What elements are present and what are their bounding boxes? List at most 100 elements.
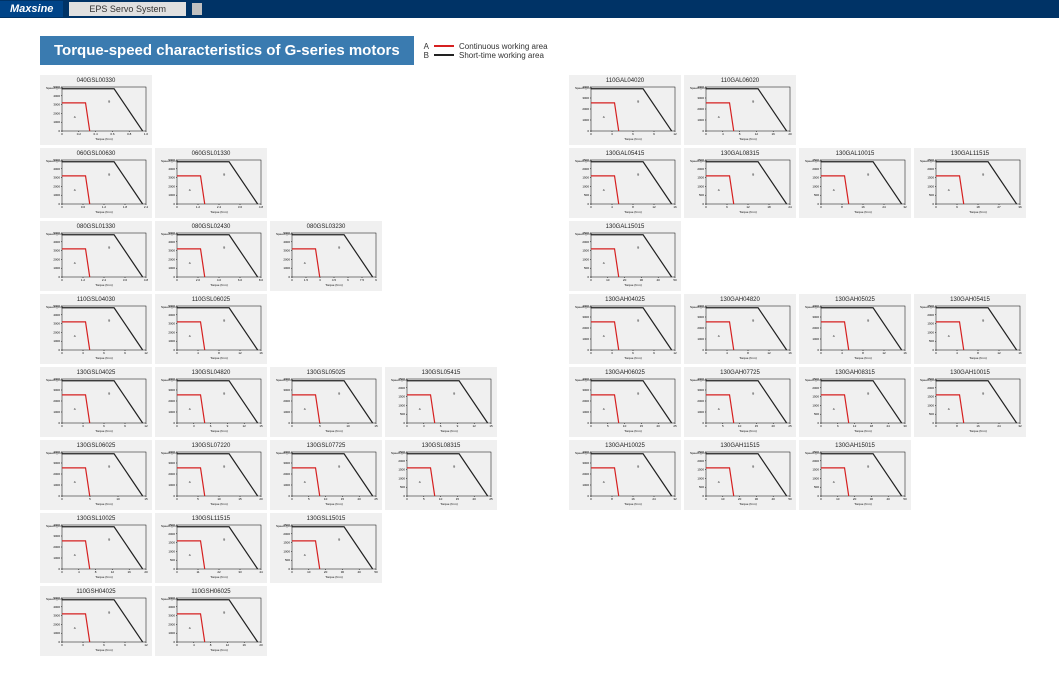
chart-card: 130GAH05415050010001500200025000481216Sp…	[914, 294, 1026, 364]
svg-text:0: 0	[817, 494, 819, 498]
svg-text:5: 5	[423, 497, 425, 501]
chart-card: 110GAL0602001000200030004000048121620Spe…	[684, 75, 796, 145]
svg-text:12: 12	[882, 351, 886, 355]
svg-text:0: 0	[705, 497, 707, 501]
svg-text:0: 0	[173, 567, 175, 571]
svg-text:1500: 1500	[927, 395, 934, 399]
svg-text:1500: 1500	[582, 249, 589, 253]
svg-text:0.6: 0.6	[81, 205, 86, 209]
svg-text:1500: 1500	[582, 176, 589, 180]
svg-text:Torque (N.m): Torque (N.m)	[854, 356, 872, 360]
chart-title: 130GSL05025	[307, 370, 346, 376]
svg-text:6: 6	[210, 424, 212, 428]
svg-text:B: B	[338, 391, 340, 395]
svg-text:Speed (rpm): Speed (rpm)	[46, 597, 63, 601]
chart-title: 130GAL11515	[951, 151, 989, 157]
svg-text:2000: 2000	[283, 399, 290, 403]
svg-text:B: B	[223, 245, 225, 249]
svg-text:1000: 1000	[283, 410, 290, 414]
svg-text:9: 9	[124, 351, 126, 355]
svg-text:Speed (rpm): Speed (rpm)	[46, 524, 63, 528]
svg-text:1.0: 1.0	[144, 132, 148, 136]
svg-text:B: B	[108, 464, 110, 468]
svg-text:10: 10	[606, 278, 610, 282]
svg-text:3000: 3000	[582, 461, 589, 465]
svg-text:Speed (rpm): Speed (rpm)	[575, 305, 592, 309]
svg-text:500: 500	[929, 193, 934, 197]
svg-text:2000: 2000	[812, 326, 819, 330]
chart-title: 130GSL06025	[77, 443, 116, 449]
chart-plot: 01000200030004000048121620Speed (rpm)Tor…	[688, 85, 792, 144]
svg-text:0: 0	[587, 421, 589, 425]
svg-text:0: 0	[58, 567, 60, 571]
svg-text:3000: 3000	[283, 388, 290, 392]
svg-text:Torque (N.m): Torque (N.m)	[210, 210, 228, 214]
svg-text:12: 12	[767, 351, 771, 355]
svg-text:24: 24	[882, 205, 886, 209]
svg-text:2000: 2000	[53, 545, 60, 549]
svg-text:2000: 2000	[582, 326, 589, 330]
svg-text:Speed (rpm): Speed (rpm)	[391, 378, 408, 382]
svg-text:3: 3	[82, 643, 84, 647]
chart-title: 130GAH10015	[950, 370, 990, 376]
svg-text:0: 0	[705, 424, 707, 428]
svg-text:20: 20	[657, 424, 661, 428]
chart-plot: 010002000300040000481216Speed (rpm)Torqu…	[688, 304, 792, 363]
svg-text:A: A	[189, 188, 191, 192]
svg-text:Torque (N.m): Torque (N.m)	[739, 210, 757, 214]
svg-text:0: 0	[587, 202, 589, 206]
svg-text:20: 20	[324, 570, 328, 574]
svg-text:Torque (N.m): Torque (N.m)	[969, 210, 987, 214]
svg-text:0: 0	[587, 348, 589, 352]
svg-text:12: 12	[144, 424, 148, 428]
svg-text:30: 30	[640, 278, 644, 282]
svg-text:0: 0	[590, 351, 592, 355]
chart-title: 130GSL11515	[192, 516, 230, 522]
svg-text:0: 0	[176, 497, 178, 501]
svg-text:4000: 4000	[53, 240, 60, 244]
legend-letter-b: B	[424, 51, 429, 60]
svg-text:12: 12	[853, 424, 857, 428]
svg-text:A: A	[74, 261, 76, 265]
svg-text:1000: 1000	[53, 410, 60, 414]
svg-text:20: 20	[259, 497, 263, 501]
svg-text:Speed (rpm): Speed (rpm)	[161, 451, 178, 455]
svg-text:3000: 3000	[697, 96, 704, 100]
svg-text:1.5: 1.5	[304, 278, 309, 282]
svg-text:40: 40	[887, 497, 891, 501]
svg-text:B: B	[223, 391, 225, 395]
svg-text:12: 12	[997, 351, 1001, 355]
svg-text:0: 0	[291, 424, 293, 428]
left-column: 040GSL0033001000200030004000500000.20.40…	[40, 75, 497, 656]
svg-text:Torque (N.m): Torque (N.m)	[325, 429, 343, 433]
svg-text:0: 0	[705, 205, 707, 209]
svg-text:0: 0	[702, 202, 704, 206]
chart-card: 130GAL05415050010001500200025000481216Sp…	[569, 148, 681, 218]
svg-text:6: 6	[103, 351, 105, 355]
svg-text:A: A	[603, 261, 605, 265]
chart-plot: 01000200030004000500001.534.567.59Speed …	[274, 231, 378, 290]
page-title: Torque-speed characteristics of G-series…	[40, 36, 414, 65]
svg-text:8: 8	[977, 351, 979, 355]
svg-text:2000: 2000	[53, 184, 60, 188]
svg-text:0: 0	[58, 348, 60, 352]
svg-text:0: 0	[702, 421, 704, 425]
svg-text:500: 500	[400, 412, 405, 416]
chart-card: 080GSL0323001000200030004000500001.534.5…	[270, 221, 382, 291]
svg-text:B: B	[108, 391, 110, 395]
svg-text:500: 500	[929, 339, 934, 343]
svg-text:15: 15	[259, 424, 263, 428]
svg-text:25: 25	[489, 497, 493, 501]
svg-text:1000: 1000	[697, 118, 704, 122]
svg-text:10: 10	[217, 497, 221, 501]
svg-text:8.0: 8.0	[259, 278, 263, 282]
svg-text:12: 12	[673, 351, 677, 355]
svg-text:5: 5	[89, 497, 91, 501]
svg-text:Torque (N.m): Torque (N.m)	[210, 429, 228, 433]
svg-text:B: B	[223, 318, 225, 322]
svg-text:1000: 1000	[697, 476, 704, 480]
chart-title: 110GSH04025	[76, 589, 115, 595]
svg-text:0: 0	[932, 348, 934, 352]
svg-text:Torque (N.m): Torque (N.m)	[624, 283, 642, 287]
chart-title: 060GSL00630	[77, 151, 116, 157]
